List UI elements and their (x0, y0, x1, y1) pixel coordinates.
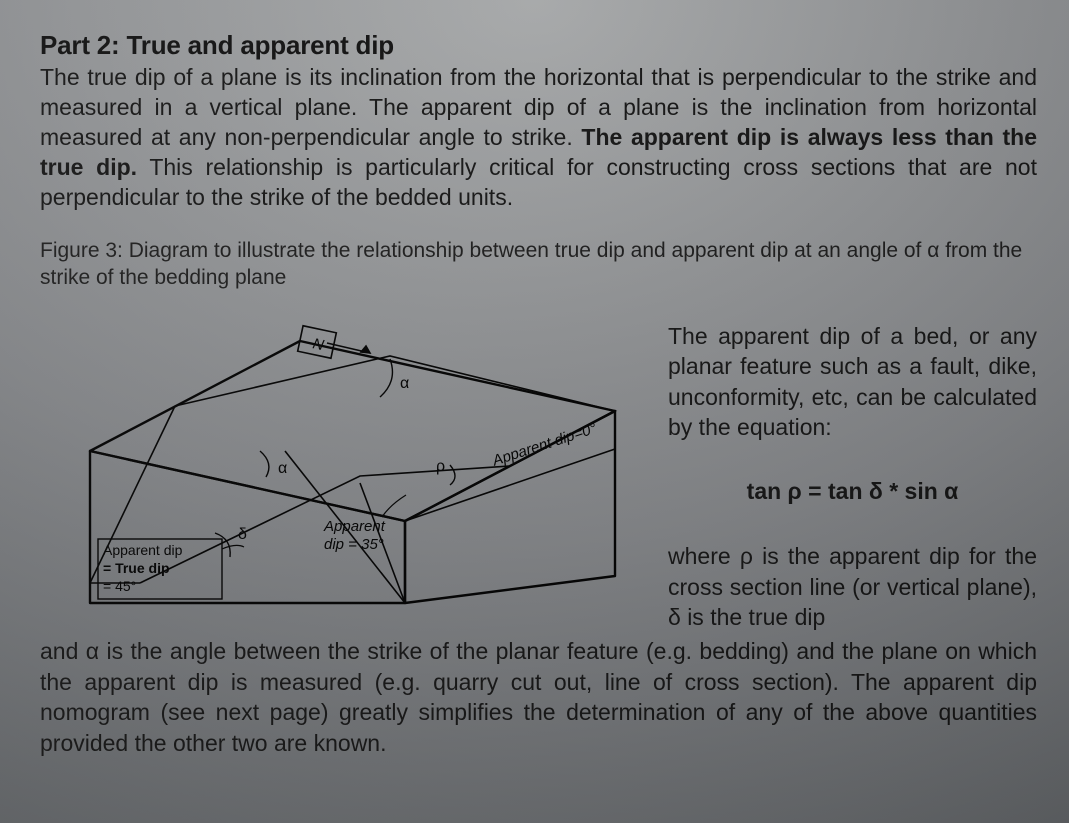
figure-caption: Figure 3: Diagram to illustrate the rela… (40, 238, 1037, 291)
where-intro: where ρ is the apparent dip for the cros… (668, 541, 1037, 632)
svg-text:Apparent dip: Apparent dip (103, 542, 183, 558)
page: Part 2: True and apparent dip The true d… (0, 0, 1069, 823)
true-apparent-dip-diagram: Nα α ρ δ Apparent dip=0° Apparentdip = 35° App… (60, 321, 632, 631)
svg-text:= True dip: = True dip (103, 560, 170, 576)
equation-intro: The apparent dip of a bed, or any planar… (668, 321, 1037, 442)
svg-text:ρ: ρ (436, 458, 445, 475)
para-conclusion: and α is the angle between the strike of… (40, 636, 1037, 757)
svg-text:Apparent dip=0°: Apparent dip=0° (490, 420, 599, 470)
svg-text:dip = 35°: dip = 35° (324, 536, 384, 553)
para-definition: The true dip of a plane is its inclinati… (40, 63, 1037, 212)
para1-after: This relationship is particularly critic… (40, 154, 1037, 210)
svg-text:Apparent: Apparent (323, 518, 386, 535)
figure-row: Nα α ρ δ Apparent dip=0° Apparentdip = 35° App… (60, 321, 1037, 633)
svg-text:δ: δ (238, 526, 247, 543)
svg-text:= 45°: = 45° (103, 578, 136, 594)
equation-column: The apparent dip of a bed, or any planar… (668, 321, 1037, 633)
svg-text:N: N (311, 335, 325, 354)
equation-text: tan ρ = tan δ * sin α (668, 478, 1037, 505)
dip-diagram-svg: Nα α ρ δ Apparent dip=0° Apparentdip = 35° App… (60, 321, 632, 631)
svg-text:α: α (400, 375, 409, 392)
svg-text:α: α (278, 460, 287, 477)
section-heading: Part 2: True and apparent dip (40, 30, 1037, 61)
